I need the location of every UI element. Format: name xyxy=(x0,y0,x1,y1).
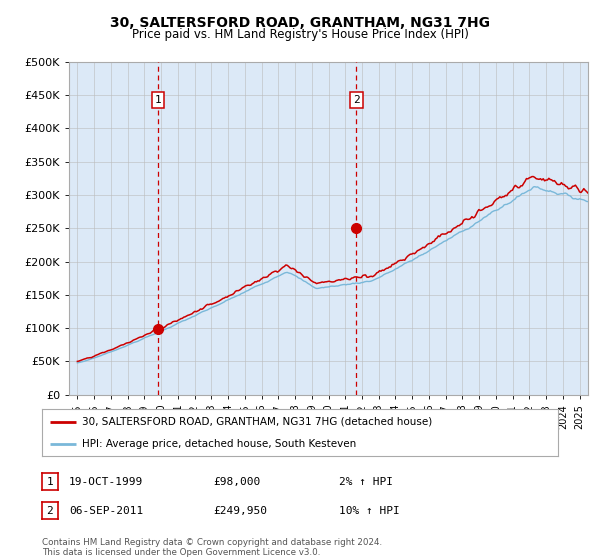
Text: 2% ↑ HPI: 2% ↑ HPI xyxy=(339,477,393,487)
Text: 06-SEP-2011: 06-SEP-2011 xyxy=(69,506,143,516)
Text: 2: 2 xyxy=(353,95,360,105)
Text: 2: 2 xyxy=(46,506,53,516)
Text: £249,950: £249,950 xyxy=(213,506,267,516)
Text: Price paid vs. HM Land Registry's House Price Index (HPI): Price paid vs. HM Land Registry's House … xyxy=(131,28,469,41)
Text: £98,000: £98,000 xyxy=(213,477,260,487)
Text: 30, SALTERSFORD ROAD, GRANTHAM, NG31 7HG: 30, SALTERSFORD ROAD, GRANTHAM, NG31 7HG xyxy=(110,16,490,30)
Text: 1: 1 xyxy=(46,477,53,487)
Text: HPI: Average price, detached house, South Kesteven: HPI: Average price, detached house, Sout… xyxy=(82,438,356,449)
Text: 30, SALTERSFORD ROAD, GRANTHAM, NG31 7HG (detached house): 30, SALTERSFORD ROAD, GRANTHAM, NG31 7HG… xyxy=(82,417,433,427)
Text: 19-OCT-1999: 19-OCT-1999 xyxy=(69,477,143,487)
Text: 1: 1 xyxy=(154,95,161,105)
Text: Contains HM Land Registry data © Crown copyright and database right 2024.
This d: Contains HM Land Registry data © Crown c… xyxy=(42,538,382,557)
Text: 10% ↑ HPI: 10% ↑ HPI xyxy=(339,506,400,516)
